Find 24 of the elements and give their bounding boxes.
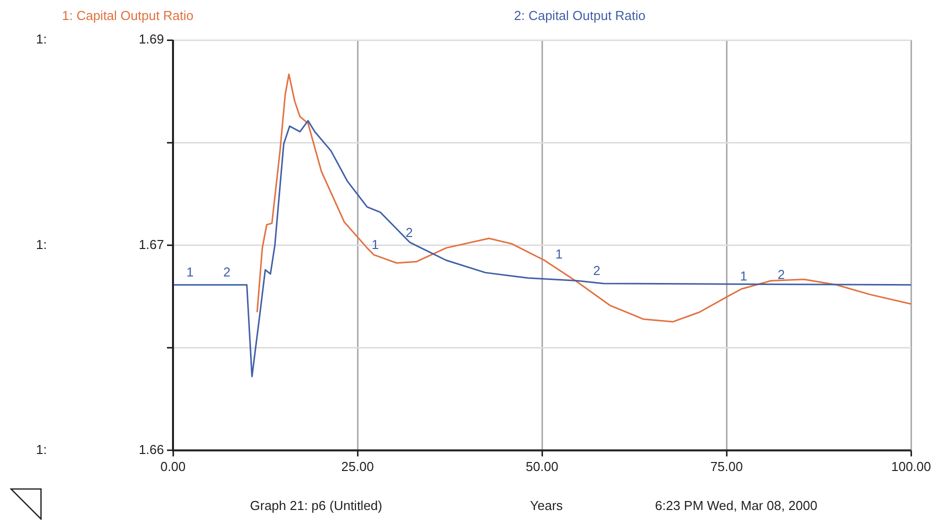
annotation: 1 [555,246,563,262]
caption: Graph 21: p6 (Untitled) [250,498,382,513]
annotation: 2 [593,263,600,278]
y-tick-label: 1.66 [138,442,164,457]
text: 1: [36,32,47,47]
text: 1: [36,442,47,457]
x-tick-label: 0.00 [160,458,186,474]
text: 6:23 PM Wed, Mar 08, 2000 [655,498,818,513]
text: 1: Capital Output Ratio [62,8,194,23]
annotation: 2 [223,264,230,280]
y-tick-label: 1.69 [138,32,164,47]
text: 2: Capital Output Ratio [514,8,646,23]
x-tick-label: 100.00 [891,458,931,474]
y-tick-label: 1.67 [138,236,164,252]
x-tick-label: 50.00 [526,458,558,474]
annotation: 2 [778,267,785,282]
x-tick-label: 25.00 [341,458,374,474]
annotation: 1 [372,237,379,252]
annotation: 2 [406,224,413,240]
annotation: 1 [740,268,748,284]
x-axis-title: Years [530,498,563,513]
annotation: 1 [186,264,194,280]
text: 1: [36,236,47,252]
x-tick-label: 75.00 [710,458,743,474]
